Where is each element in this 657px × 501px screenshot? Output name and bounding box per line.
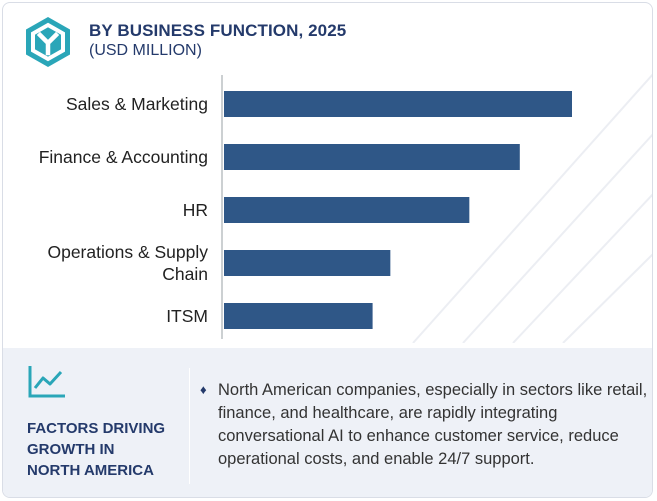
chart-subtitle: (USD MILLION)	[89, 42, 202, 59]
category-label-itsm: ITSM	[166, 306, 208, 326]
category-label-line: ITSM	[166, 306, 208, 326]
factor-description: North American companies, especially in …	[218, 381, 648, 468]
factors-title-line-3: NORTH AMERICA	[27, 462, 154, 479]
bar-finance-accounting	[224, 144, 520, 170]
panel-divider	[189, 368, 190, 484]
category-label-line: Sales & Marketing	[66, 94, 208, 114]
factors-panel: FACTORS DRIVING GROWTH IN NORTH AMERICA …	[3, 348, 652, 497]
category-label-line: Finance & Accounting	[39, 147, 208, 167]
factors-title-line-2: GROWTH IN	[27, 441, 115, 458]
category-label-finance-accounting: Finance & Accounting	[39, 147, 208, 167]
factors-title: FACTORS DRIVING GROWTH IN NORTH AMERICA	[27, 418, 187, 481]
category-label-line: HR	[183, 200, 208, 220]
hexagon-y-logo-icon	[26, 17, 70, 67]
bar-sales-marketing	[224, 91, 572, 117]
category-label-line: Chain	[162, 264, 208, 284]
category-label-sales-marketing: Sales & Marketing	[66, 94, 208, 114]
category-label-hr: HR	[183, 200, 208, 220]
bar-chart: Sales & Marketing Finance & Accounting HR O…	[39, 75, 572, 339]
bar-itsm	[224, 303, 373, 329]
diamond-bullet-icon: ♦	[200, 382, 207, 397]
trend-line-icon	[28, 366, 65, 398]
factors-title-line-1: FACTORS DRIVING	[27, 420, 166, 437]
bar-hr	[224, 197, 470, 223]
category-label-line: Operations & Supply	[47, 242, 208, 262]
category-label-operations-supply-chain: Operations & Supply Chain	[47, 242, 208, 284]
bar-operations-supply-chain	[224, 250, 391, 276]
chart-title: BY BUSINESS FUNCTION, 2025	[89, 21, 347, 40]
